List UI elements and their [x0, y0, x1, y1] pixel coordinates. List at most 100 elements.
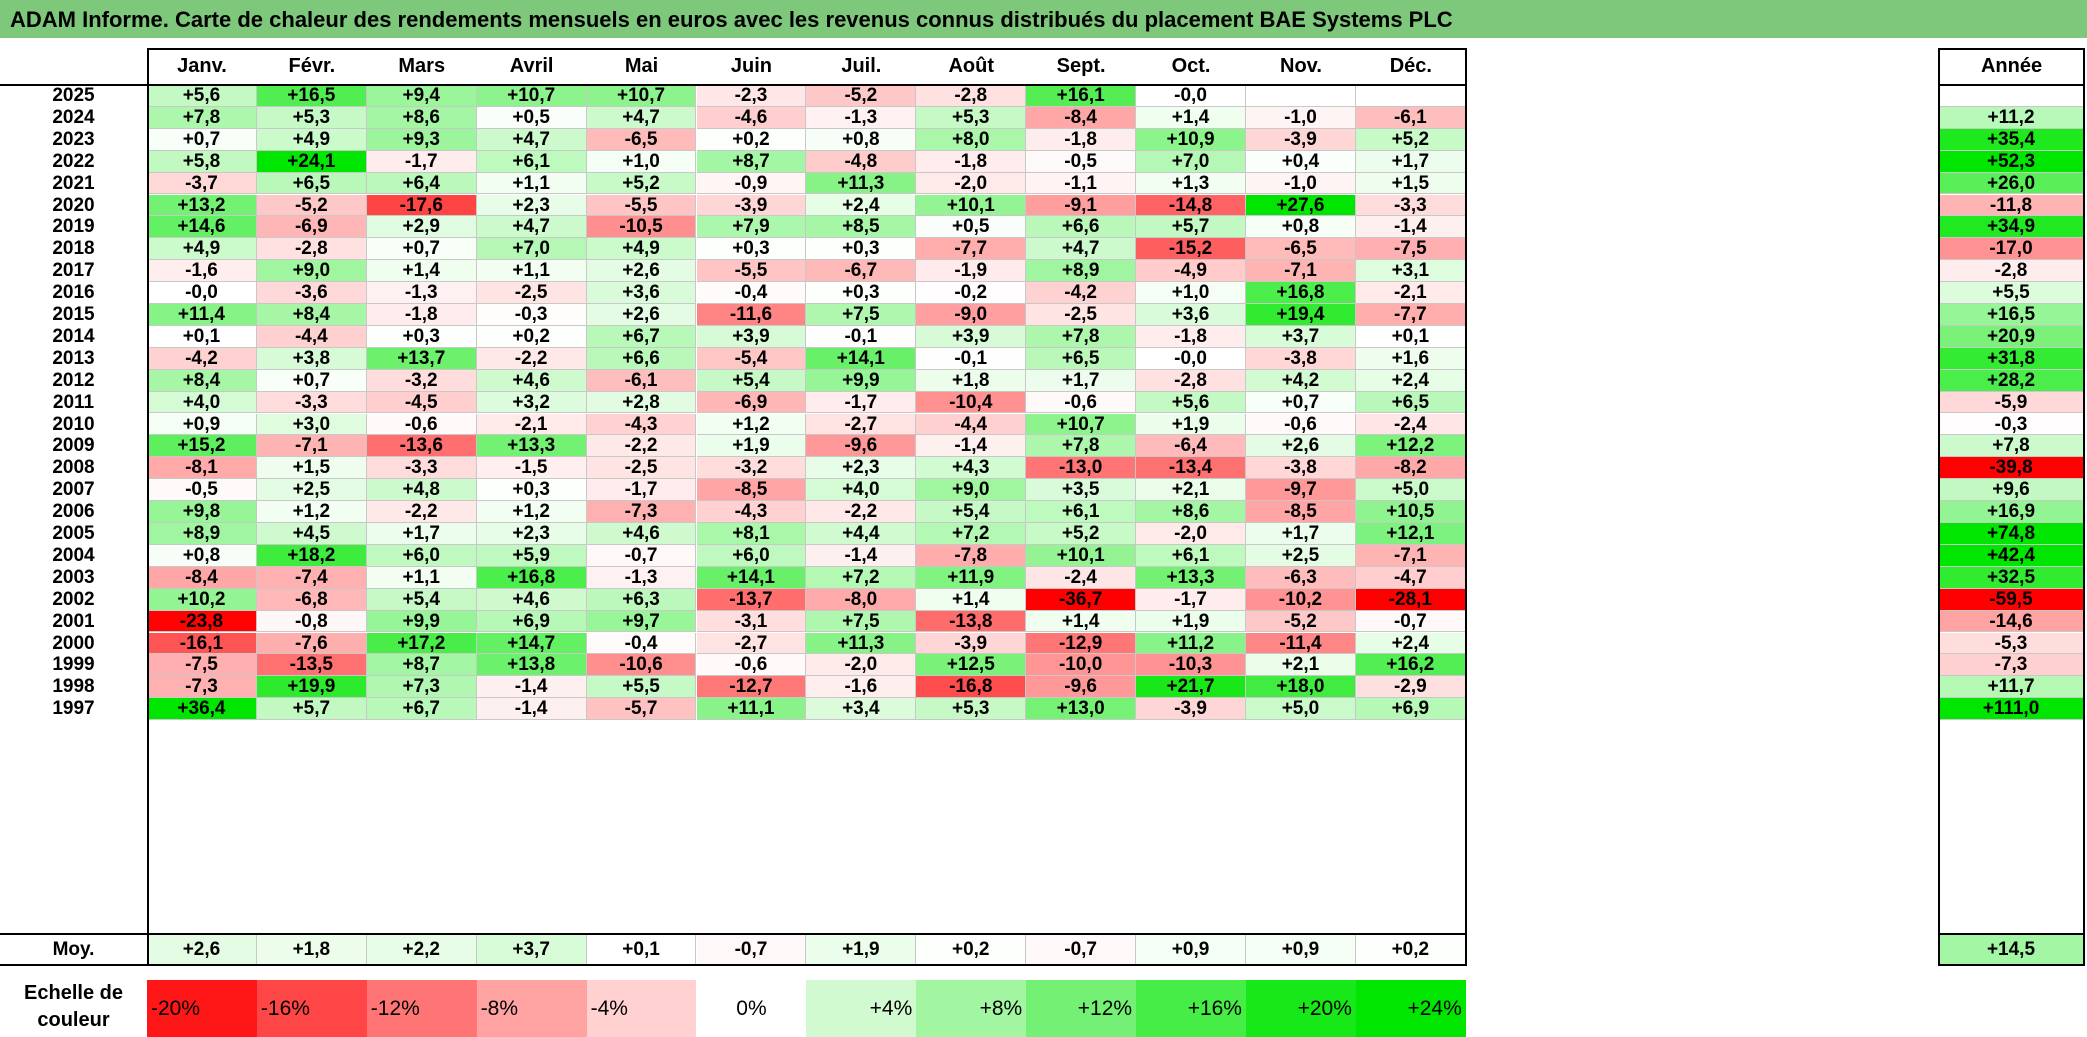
- annual-cell: -17,0: [1938, 238, 2085, 261]
- heatmap-cell: +5,8: [147, 150, 257, 173]
- annual-cell: +42,4: [1938, 544, 2085, 567]
- heatmap-cell: +1,5: [1355, 172, 1466, 195]
- heatmap-cell: -7,7: [916, 238, 1027, 261]
- heatmap-cell: -8,0: [806, 588, 917, 611]
- heatmap-cell: -6,1: [1355, 106, 1466, 129]
- heatmap-cell: +5,3: [916, 698, 1027, 721]
- heatmap-cell: -3,8: [1246, 347, 1356, 370]
- heatmap-cell: +16,2: [1355, 654, 1466, 677]
- heatmap-cell: -1,8: [1026, 128, 1137, 151]
- heatmap-cell: +8,6: [1136, 501, 1246, 523]
- heatmap-cell: +5,2: [1355, 128, 1466, 151]
- heatmap-cell: +5,0: [1246, 698, 1356, 721]
- heatmap-cell: -15,2: [1136, 238, 1246, 261]
- heatmap-cell: -2,1: [1355, 282, 1466, 304]
- heatmap-cell: -7,5: [1355, 238, 1466, 261]
- heatmap-cell: +9,7: [586, 610, 697, 633]
- heatmap-cell: +1,1: [476, 172, 587, 195]
- heatmap-cell: +4,6: [476, 588, 587, 611]
- year-label: 1998: [52, 676, 95, 698]
- heatmap-cell: -7,1: [1246, 260, 1356, 283]
- annual-cell: -39,8: [1938, 457, 2085, 480]
- annual-cell: +7,8: [1938, 435, 2085, 458]
- year-label: 2004: [52, 544, 95, 566]
- year-label: 2007: [52, 479, 95, 501]
- heatmap-cell: -1,8: [1136, 325, 1246, 348]
- heatmap-cell: +5,7: [256, 698, 367, 721]
- heatmap-cell: +0,5: [476, 106, 587, 129]
- annual-cell: -0,3: [1938, 413, 2085, 436]
- average-cell: -0,7: [1026, 933, 1137, 966]
- heatmap-cell: +1,2: [256, 501, 367, 523]
- heatmap-cell: +7,0: [476, 238, 587, 261]
- heatmap-cell: -10,6: [586, 654, 697, 677]
- heatmap-cell: -7,3: [147, 676, 257, 699]
- year-label: 2009: [52, 435, 95, 457]
- column-header: Janv.: [177, 55, 227, 77]
- heatmap-cell: +0,1: [1355, 325, 1466, 348]
- heatmap-cell: +9,4: [366, 85, 477, 107]
- heatmap-cell: -1,7: [1136, 588, 1246, 611]
- heatmap-cell: +15,2: [147, 435, 257, 458]
- heatmap-cell: -5,7: [586, 698, 697, 721]
- heatmap-cell: -8,2: [1355, 457, 1466, 480]
- heatmap-cell: +5,6: [147, 85, 257, 107]
- heatmap-cell: +7,0: [1136, 150, 1246, 173]
- heatmap-cell: +4,7: [476, 128, 587, 151]
- heatmap-cell: +4,9: [147, 238, 257, 261]
- heatmap-cell: +2,1: [1246, 654, 1356, 677]
- heatmap-cell: +0,3: [696, 238, 807, 261]
- heatmap-cell: +4,9: [586, 238, 697, 261]
- year-label: 2017: [52, 260, 95, 282]
- heatmap-cell: -2,1: [476, 413, 587, 436]
- heatmap-cell: +14,1: [696, 566, 807, 589]
- color-scale-label: Echelle de couleur: [24, 982, 123, 1031]
- column-header: Nov.: [1280, 55, 1322, 77]
- heatmap-cell: -14,8: [1136, 194, 1246, 217]
- heatmap-cell: +5,5: [586, 676, 697, 699]
- heatmap-cell: +8,9: [1026, 260, 1137, 283]
- heatmap-cell: +0,2: [696, 128, 807, 151]
- color-scale-stop: +12%: [1026, 980, 1137, 1037]
- heatmap-cell: +5,2: [586, 172, 697, 195]
- heatmap-cell: -0,0: [1136, 347, 1246, 370]
- heatmap-cell: -2,2: [476, 347, 587, 370]
- heatmap-cell: -7,4: [256, 566, 367, 589]
- heatmap-cell: +5,4: [366, 588, 477, 611]
- color-scale-stop: +16%: [1136, 980, 1246, 1037]
- heatmap-cell: [1246, 85, 1356, 107]
- heatmap-cell: +2,6: [586, 260, 697, 283]
- heatmap-cell: +0,9: [147, 413, 257, 436]
- heatmap-cell: +9,9: [806, 369, 917, 392]
- heatmap-cell: -2,5: [586, 457, 697, 480]
- heatmap-cell: +2,3: [476, 194, 587, 217]
- heatmap-cell: -3,2: [696, 457, 807, 480]
- heatmap-cell: +2,6: [1246, 435, 1356, 458]
- heatmap-cell: +10,1: [1026, 544, 1137, 567]
- heatmap-cell: +2,5: [256, 479, 367, 502]
- heatmap-cell: +4,7: [476, 216, 587, 239]
- heatmap-cell: +1,0: [586, 150, 697, 173]
- heatmap-cell: -4,2: [147, 347, 257, 370]
- heatmap-cell: -0,0: [147, 282, 257, 304]
- heatmap-cell: +4,7: [1026, 238, 1137, 261]
- annual-column-header: Année: [1980, 55, 2043, 77]
- average-cell: +2,6: [147, 933, 257, 966]
- heatmap-cell: +0,1: [147, 325, 257, 348]
- heatmap-cell: -9,7: [1246, 479, 1356, 502]
- annual-cell: -59,5: [1938, 588, 2085, 611]
- heatmap-cell: -0,7: [586, 544, 697, 567]
- heatmap-cell: -16,1: [147, 632, 257, 655]
- heatmap-cell: -7,1: [256, 435, 367, 458]
- heatmap-cell: +2,5: [1246, 544, 1356, 567]
- heatmap-cell: -12,9: [1026, 632, 1137, 655]
- heatmap-cell: -2,3: [696, 85, 807, 107]
- heatmap-cell: +3,1: [1355, 260, 1466, 283]
- year-label: 2015: [52, 304, 95, 325]
- heatmap-cell: +1,9: [1136, 413, 1246, 436]
- heatmap-cell: +12,5: [916, 654, 1027, 677]
- heatmap-cell: -28,1: [1355, 588, 1466, 611]
- heatmap-cell: -5,4: [696, 347, 807, 370]
- year-label: 2018: [52, 238, 95, 260]
- heatmap-cell: -6,5: [586, 128, 697, 151]
